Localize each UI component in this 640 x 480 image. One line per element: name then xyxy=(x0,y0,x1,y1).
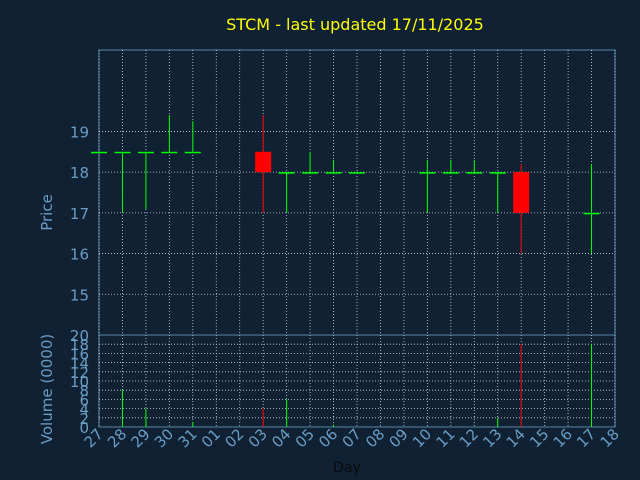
x-tick-label: 10 xyxy=(409,425,435,451)
x-tick-label: 18 xyxy=(597,425,623,451)
candle-body xyxy=(489,172,506,174)
price-tick-label: 16 xyxy=(70,246,89,264)
volume-tick-label: 14 xyxy=(70,355,89,373)
candle-body xyxy=(255,151,272,173)
candle-body xyxy=(513,172,530,213)
volume-tick-label: 8 xyxy=(79,382,89,400)
candle-body xyxy=(419,172,436,174)
x-tick-label: 07 xyxy=(339,425,365,451)
x-tick-label: 05 xyxy=(292,425,318,451)
candle-body xyxy=(91,151,107,154)
x-tick-label: 16 xyxy=(550,425,576,451)
candle-body xyxy=(302,172,319,174)
price-tick-label: 19 xyxy=(70,123,89,141)
volume-tick-label: 2 xyxy=(79,410,89,428)
candle-body xyxy=(137,151,154,154)
volume-tick-label: 4 xyxy=(79,401,89,419)
x-tick-label: 09 xyxy=(386,425,412,451)
price-tick-label: 17 xyxy=(70,205,89,223)
x-tick-label: 12 xyxy=(456,425,482,451)
volume-tick-label: 18 xyxy=(70,336,89,354)
x-tick-label: 13 xyxy=(479,425,505,451)
x-tick-label: 31 xyxy=(174,425,200,451)
chart-title: STCM - last updated 17/11/2025 xyxy=(226,15,484,34)
x-tick-label: 17 xyxy=(573,425,599,451)
price-tick-label: 15 xyxy=(70,286,89,304)
volume-tick-label: 0 xyxy=(79,419,89,437)
candle-body xyxy=(442,172,459,174)
x-tick-label: 11 xyxy=(432,425,458,451)
candle-body xyxy=(184,151,201,154)
volume-tick-label: 6 xyxy=(79,391,89,409)
x-tick-label: 15 xyxy=(526,425,552,451)
volume-tick-label: 12 xyxy=(70,364,89,382)
x-tick-label: 28 xyxy=(104,425,130,451)
candle-body xyxy=(278,172,295,174)
x-tick-label: 04 xyxy=(268,425,294,451)
candle-body xyxy=(325,172,342,174)
x-tick-label: 08 xyxy=(362,425,388,451)
x-tick-label: 29 xyxy=(128,425,154,451)
volume-tick-label: 20 xyxy=(70,327,89,345)
x-tick-label: 30 xyxy=(151,425,177,451)
x-tick-label: 03 xyxy=(245,425,271,451)
x-tick-label: 14 xyxy=(503,425,529,451)
candle-body xyxy=(466,172,483,174)
candle-body xyxy=(583,212,600,215)
volume-tick-label: 16 xyxy=(70,345,89,363)
x-tick-label: 01 xyxy=(198,425,224,451)
candle-body xyxy=(161,151,178,154)
candle-body xyxy=(349,172,365,174)
x-tick-label: 06 xyxy=(315,425,341,451)
price-tick-label: 18 xyxy=(70,164,89,182)
volume-axis-label: Volume (0000) xyxy=(38,334,56,444)
x-tick-label: 02 xyxy=(221,425,247,451)
volume-tick-label: 10 xyxy=(70,373,89,391)
candle-body xyxy=(114,151,131,154)
x-axis-label: Day xyxy=(333,460,361,476)
price-axis-label: Price xyxy=(38,194,56,231)
